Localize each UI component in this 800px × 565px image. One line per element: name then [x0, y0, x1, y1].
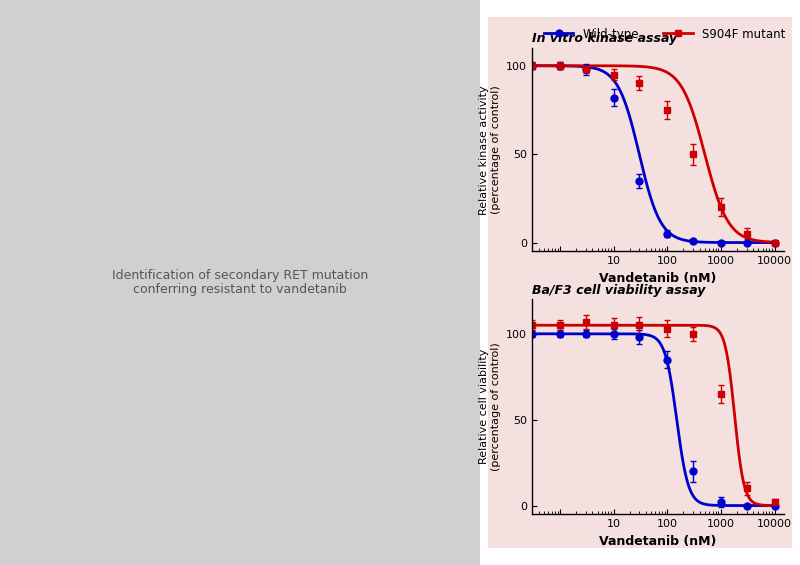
- Text: Identification of secondary RET mutation
conferring resistant to vandetanib: Identification of secondary RET mutation…: [112, 268, 368, 297]
- X-axis label: Vandetanib (nM): Vandetanib (nM): [599, 534, 717, 547]
- Text: In vitro kinase assay: In vitro kinase assay: [532, 32, 677, 45]
- Text: Ba/F3 cell viability assay: Ba/F3 cell viability assay: [532, 284, 706, 297]
- Y-axis label: Relative kinase activity
(percentage of control): Relative kinase activity (percentage of …: [479, 85, 501, 215]
- X-axis label: Vandetanib (nM): Vandetanib (nM): [599, 272, 717, 285]
- Legend: Wild-type, S904F mutant: Wild-type, S904F mutant: [539, 23, 790, 45]
- Y-axis label: Relative cell viability
(percentage of control): Relative cell viability (percentage of c…: [479, 342, 501, 471]
